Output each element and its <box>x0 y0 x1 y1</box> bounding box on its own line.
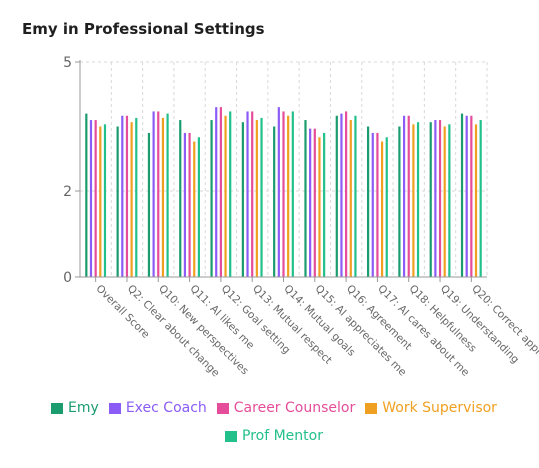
bar <box>135 117 138 278</box>
legend-item[interactable]: Exec Coach <box>108 400 207 416</box>
bar <box>152 111 155 277</box>
bar <box>157 111 160 277</box>
bar <box>479 120 482 277</box>
bar <box>385 137 388 277</box>
bar <box>474 124 478 277</box>
bar <box>287 115 290 277</box>
legend-swatch <box>365 402 378 414</box>
bar <box>282 111 285 277</box>
chart-title: Emy in Professional Settings <box>22 20 265 38</box>
bar <box>460 113 464 277</box>
bar <box>412 124 415 277</box>
legend-swatch <box>51 402 64 414</box>
bar <box>429 122 432 277</box>
bar <box>354 115 357 277</box>
bar <box>103 124 107 277</box>
legend-swatch <box>108 402 121 414</box>
bar <box>318 137 321 277</box>
bar <box>210 120 213 277</box>
bar <box>179 120 182 277</box>
bar <box>273 126 276 277</box>
legend-label: Emy <box>68 400 99 416</box>
bar <box>309 128 312 277</box>
bar <box>251 111 254 277</box>
bar <box>371 132 374 277</box>
bar <box>335 115 338 277</box>
bar <box>241 122 244 277</box>
bar <box>125 115 129 277</box>
bar <box>407 115 410 277</box>
bar <box>340 113 343 277</box>
legend-label: Career Counselor <box>233 400 356 416</box>
legend-label: Work Supervisor <box>382 400 497 416</box>
legend-swatch <box>225 430 238 442</box>
bar <box>291 111 294 277</box>
bar <box>197 137 200 277</box>
bar <box>94 120 97 277</box>
bar <box>215 107 218 278</box>
bar <box>130 122 133 277</box>
bar <box>438 120 442 277</box>
bar <box>246 111 249 277</box>
legend-swatch <box>216 402 229 414</box>
legend: Emy Exec Coach Career Counselor Work Superv… <box>14 400 534 444</box>
bar <box>345 111 348 277</box>
bar <box>465 115 468 277</box>
bar <box>147 132 151 277</box>
y-tick-label: 0 <box>63 270 72 286</box>
legend-item[interactable]: Career Counselor <box>216 400 356 416</box>
y-tick-label: 2 <box>63 184 72 200</box>
bar <box>99 126 102 277</box>
bar <box>161 117 165 278</box>
y-tick-label: 5 <box>63 55 72 71</box>
bar <box>380 141 384 277</box>
bar <box>116 126 119 277</box>
legend-item[interactable]: Emy <box>51 400 99 416</box>
bar <box>255 120 258 277</box>
bar <box>376 132 379 277</box>
legend-label: Exec Coach <box>125 400 207 416</box>
bar <box>188 132 191 277</box>
bar <box>224 115 227 277</box>
bar <box>443 126 446 277</box>
bar <box>402 115 406 277</box>
bar <box>193 141 196 277</box>
bar <box>434 120 437 277</box>
bar <box>166 113 169 277</box>
bar <box>448 124 451 277</box>
bar <box>85 113 88 277</box>
legend-label: Prof Mentor <box>242 428 323 444</box>
bar <box>277 107 280 278</box>
bar <box>367 126 370 277</box>
bar <box>313 128 316 277</box>
bar <box>304 120 307 277</box>
bar <box>398 126 401 277</box>
bar <box>323 132 326 277</box>
bar <box>121 115 124 277</box>
legend-item[interactable]: Prof Mentor <box>225 428 323 444</box>
bar <box>470 115 473 277</box>
bar <box>183 132 187 277</box>
legend-item[interactable]: Work Supervisor <box>365 400 497 416</box>
bar <box>229 111 232 277</box>
bar <box>260 117 263 278</box>
bar <box>219 107 222 278</box>
bar <box>416 122 420 277</box>
bar <box>89 120 93 277</box>
bar <box>349 120 352 277</box>
